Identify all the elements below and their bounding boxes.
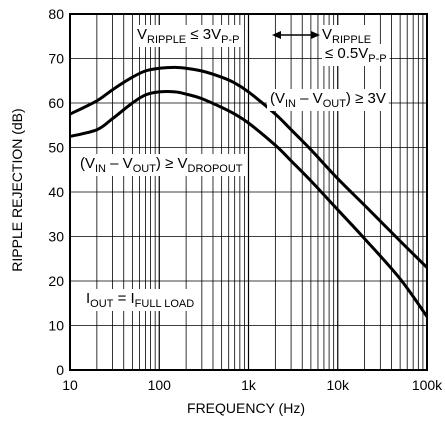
y-axis-title: RIPPLE REJECTION (dB) [9,108,25,271]
y-tick-label: 30 [48,229,64,245]
y-tick-label: 0 [56,362,64,378]
y-tick-label: 60 [48,95,64,111]
x-tick-label: 1k [241,377,257,393]
y-tick-label: 10 [48,318,64,334]
y-tick-label: 40 [48,184,64,200]
y-tick-label: 20 [48,273,64,289]
y-tick-label: 50 [48,140,64,156]
x-tick-label: 10 [62,377,78,393]
y-tick-label: 70 [48,51,64,67]
x-axis-title: FREQUENCY (Hz) [187,400,305,416]
x-tick-label: 100 [148,377,172,393]
x-tick-label: 10k [326,377,350,393]
y-tick-label: 80 [48,6,64,22]
grid [70,14,427,370]
x-tick-label: 100k [412,377,443,393]
annotation-arrow [272,31,320,39]
